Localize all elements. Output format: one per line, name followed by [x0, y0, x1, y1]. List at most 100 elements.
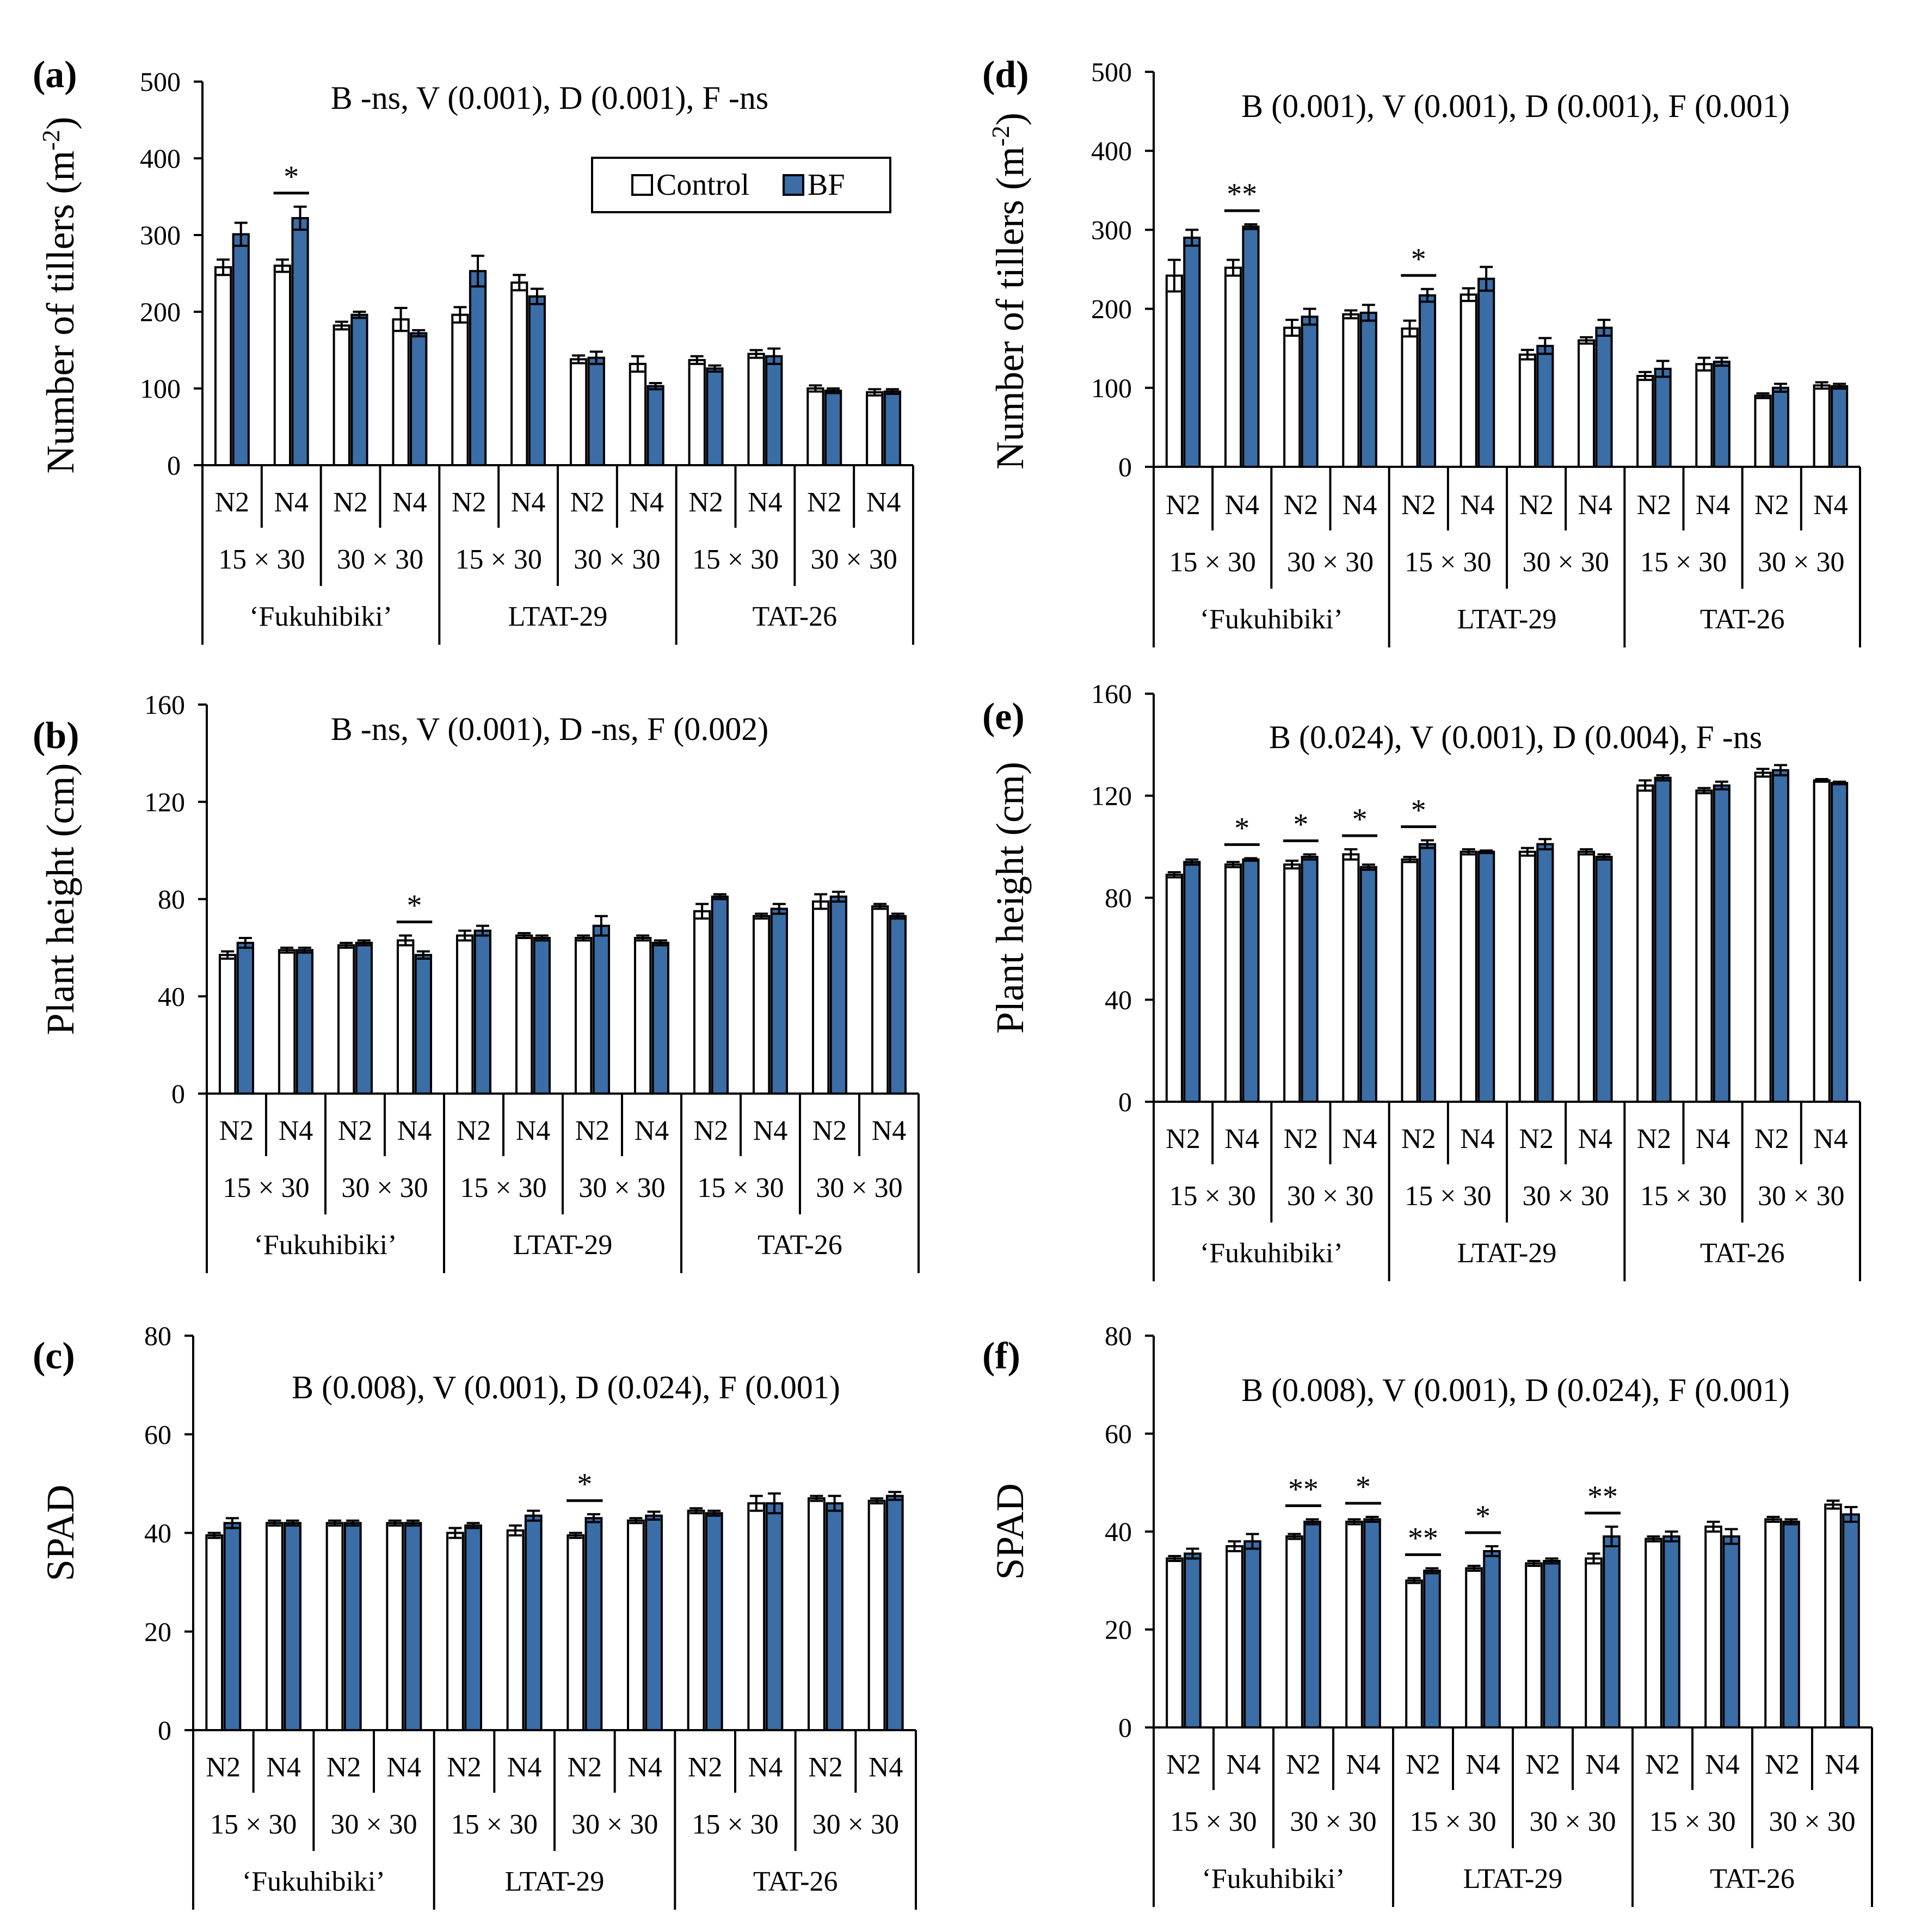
- x-n-level-label: N4: [629, 487, 664, 518]
- chart-panel-c: (c) B (0.008), V (0.001), D (0.024), F (0…: [33, 1320, 917, 1910]
- significance-label: **: [1227, 177, 1257, 211]
- y-tick-label: 200: [1091, 294, 1132, 324]
- bar-control: [1824, 1503, 1842, 1729]
- y-axis-label-sup: -2: [37, 129, 65, 150]
- bar-control: [1283, 326, 1301, 468]
- bar-control: [1401, 327, 1419, 468]
- bar-bf: [706, 367, 724, 467]
- x-variety-label: LTAT-29: [513, 1230, 613, 1261]
- bar-control: [506, 1529, 525, 1731]
- x-n-level-label: N4: [1696, 490, 1731, 521]
- bar-bf: [528, 295, 546, 466]
- y-axis-label: Plant height (cm): [988, 762, 1032, 1034]
- bar-bf: [824, 390, 842, 466]
- x-n-level-label: N2: [1284, 490, 1319, 521]
- x-n-level-label: N2: [1286, 1749, 1321, 1780]
- bar-control: [325, 1522, 344, 1731]
- bar-bf: [223, 1522, 242, 1731]
- bar-bf: [1543, 1560, 1561, 1729]
- x-spacing-label: 30 × 30: [341, 1172, 428, 1203]
- x-spacing-label: 30 × 30: [1523, 547, 1609, 578]
- bar-bf: [295, 949, 314, 1095]
- bar-bf: [414, 954, 433, 1095]
- legend-label-control: Control: [656, 168, 749, 202]
- x-n-level-label: N4: [1343, 490, 1377, 521]
- bar-bf: [350, 313, 368, 466]
- significance-label: *: [1352, 803, 1368, 836]
- bar-control: [332, 324, 350, 466]
- chart-panel-d: (d) B (0.001), V (0.001), D (0.001), F (0…: [982, 54, 1861, 647]
- x-n-level-label: N2: [1637, 1124, 1672, 1155]
- bar-bf: [410, 332, 428, 466]
- bar-bf: [533, 937, 551, 1095]
- bar-bf: [1477, 277, 1495, 468]
- bar-control: [510, 281, 528, 466]
- y-tick-label: 100: [140, 373, 181, 404]
- bar-bf: [1242, 225, 1260, 468]
- significance-label: *: [1411, 794, 1426, 828]
- x-n-level-label: N2: [1401, 1124, 1436, 1155]
- bar-control: [687, 1509, 705, 1731]
- x-n-level-label: N4: [1578, 490, 1612, 521]
- bar-control: [1165, 873, 1183, 1103]
- bar-control: [1460, 850, 1477, 1103]
- x-n-level-label: N2: [1637, 490, 1672, 521]
- bar-control: [1813, 384, 1831, 468]
- y-axis-label-main: Number of tillers (m: [988, 146, 1032, 470]
- bar-control: [218, 954, 237, 1095]
- panel-label: (b): [33, 715, 79, 757]
- bar-control: [1405, 1579, 1423, 1729]
- x-n-level-label: N2: [1166, 490, 1200, 521]
- x-spacing-label: 30 × 30: [1758, 547, 1844, 578]
- bar-bf: [343, 1522, 362, 1731]
- y-tick-label: 20: [144, 1616, 171, 1647]
- y-tick-label: 40: [144, 1518, 171, 1548]
- x-spacing-label: 30 × 30: [816, 1172, 902, 1203]
- x-n-level-label: N4: [1226, 1749, 1261, 1780]
- bar-bf: [646, 385, 664, 467]
- x-variety-label: TAT-26: [753, 1866, 838, 1897]
- bar-control: [688, 359, 706, 467]
- bar-control: [871, 905, 889, 1095]
- significance-label: *: [407, 889, 422, 923]
- bar-bf: [355, 941, 373, 1095]
- bar-control: [574, 937, 593, 1095]
- bar-control: [1764, 1518, 1782, 1729]
- significance-label: **: [1288, 1473, 1319, 1507]
- y-tick-label: 0: [171, 1078, 185, 1109]
- bar-bf: [1301, 316, 1319, 468]
- x-n-level-label: N2: [1754, 1124, 1789, 1155]
- bar-control: [1166, 1557, 1184, 1729]
- x-variety-label: LTAT-29: [508, 601, 608, 632]
- x-variety-label: ‘Fukuhibiki’: [1200, 604, 1343, 635]
- bar-bf: [826, 1502, 843, 1731]
- bar-control: [629, 362, 647, 466]
- bar-bf: [1713, 784, 1731, 1103]
- bar-bf: [1184, 1552, 1202, 1729]
- x-variety-label: ‘Fukuhibiki’: [1202, 1863, 1345, 1894]
- bar-bf: [232, 233, 250, 466]
- x-n-level-label: N2: [1754, 490, 1789, 521]
- bar-bf: [1183, 236, 1201, 468]
- bar-bf: [587, 356, 605, 466]
- x-spacing-label: 30 × 30: [574, 544, 660, 575]
- bar-bf: [524, 1514, 543, 1731]
- x-spacing-label: 15 × 30: [451, 1809, 538, 1840]
- x-n-level-label: N2: [812, 1115, 847, 1146]
- x-variety-label: LTAT-29: [1463, 1863, 1563, 1894]
- bar-control: [1585, 1557, 1603, 1729]
- bar-control: [1518, 850, 1536, 1103]
- bar-bf: [1418, 294, 1437, 468]
- bar-bf: [1782, 1521, 1800, 1729]
- legend-swatch-bf: [783, 174, 804, 196]
- x-spacing-label: 15 × 30: [1640, 1181, 1727, 1212]
- x-variety-label: ‘Fukuhibiki’: [254, 1230, 397, 1261]
- y-tick-label: 160: [144, 689, 185, 720]
- x-n-level-label: N4: [748, 1752, 783, 1783]
- x-n-level-label: N4: [635, 1115, 669, 1146]
- panel-label: (c): [33, 1335, 75, 1377]
- x-variety-label: TAT-26: [1700, 604, 1785, 635]
- bar-control: [1577, 339, 1596, 468]
- y-tick-label: 80: [1105, 1320, 1132, 1351]
- bar-control: [811, 900, 830, 1095]
